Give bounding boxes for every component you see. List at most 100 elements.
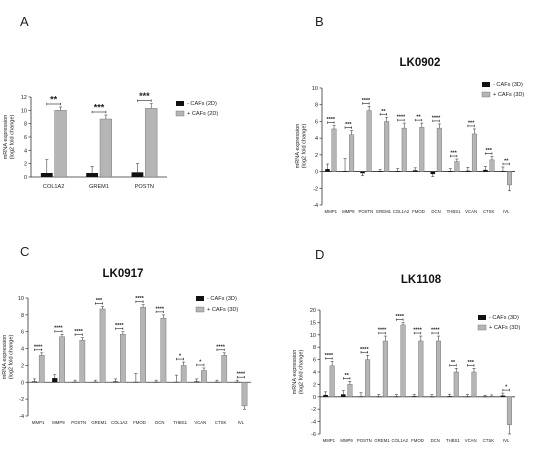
y-tick-label-d-6: 6 [313,358,316,364]
bar-c-plus-CTSK [221,355,228,383]
legend-label-c-1: + CAFs (3D) [207,307,238,313]
x-tick-label-c-GREM1: GREM1 [91,420,107,425]
legend-swatch-c-1 [195,306,205,313]
bar-a-minus-GREM1 [86,173,98,177]
y-tick-label-c-1: -2 [19,397,24,403]
bar-c-plus-POSTN [79,339,86,383]
x-tick-label-d-FMOD: FMOD [411,438,424,443]
bar-d-minus-FMOD [411,396,417,397]
bar-d-plus-MMP1 [329,365,335,398]
sig-label-d-POSTN: **** [360,347,369,353]
y-tick-label-d-4: 2 [313,382,316,388]
y-tick-label-a-4: 8 [24,122,27,128]
bar-a-plus-COL1A2 [54,110,67,178]
x-tick-label-c-MMP9: MMP9 [52,420,65,425]
bar-d-plus-IVL [506,396,512,425]
sig-label-b-POSTN: **** [362,98,371,104]
sig-label-a-COL1A2: ** [50,95,58,105]
bar-d-minus-MMP9 [340,394,346,397]
x-tick-label-c-MMP1: MMP1 [32,420,45,425]
bar-d-plus-MMP9 [347,384,353,397]
bar-c-plus-GREM1 [99,308,106,383]
x-tick-label-b-DCN: DCN [431,209,440,214]
x-tick-label-a-GREM1: GREM1 [89,184,109,190]
bar-b-plus-MMP9 [349,134,355,172]
x-tick-label-d-GREM1: GREM1 [374,438,390,443]
legend-swatch-a-0 [176,101,184,106]
y-tick-label-d-2: -2 [311,407,316,413]
sig-label-b-FMOD: ** [416,115,421,121]
sig-label-d-FMOD: **** [413,328,422,334]
x-tick-label-d-COL1A2: COL1A2 [392,438,409,443]
x-tick-label-c-POSTN: POSTN [71,420,86,425]
bar-c-minus-CTSK [214,381,220,383]
bar-b-minus-GREM1 [377,171,383,172]
bar-b-plus-COL1A2 [401,127,407,172]
y-axis-label-b: mRNA expression (log2 fold change) [295,123,308,168]
y-tick-label-d-1: -4 [311,420,316,426]
x-tick-label-b-CTSK: CTSK [483,209,495,214]
bar-d-minus-GREM1 [376,396,382,398]
y-axis-label-line-d-1: (log2 fold change) [299,349,305,394]
chart-panel-d: -6 -4 -2 0 2 4 6 8 10 15 20 mRNA expression (log2 fo… [275,230,550,453]
sig-label-d-IVL: * [505,385,508,391]
legend-label-a-0: - CAFs (2D) [187,101,217,107]
sig-label-b-VCAN: *** [468,120,475,126]
chart-d: -6 -4 -2 0 2 4 6 8 10 15 20 mRNA expression (log2 fo… [292,308,520,443]
bar-b-plus-VCAN [471,133,477,172]
y-tick-label-d-7: 8 [313,345,316,351]
bar-d-plus-GREM1 [382,340,388,397]
sig-label-b-IVL: ** [504,158,509,164]
sig-label-a-GREM1: *** [94,103,105,113]
y-tick-label-a-5: 10 [21,108,27,114]
bar-d-minus-MMP1 [323,394,328,397]
bar-b-plus-CTSK [489,159,495,172]
bar-d-minus-THBS1 [447,396,452,397]
bar-c-plus-MMP1 [38,355,45,383]
x-tick-label-b-FMOD: FMOD [412,209,425,214]
sig-label-c-IVL: **** [237,372,246,378]
legend-label-d-0: - CAFs (3D) [489,315,519,321]
sig-label-b-MMP1: **** [326,117,335,123]
bar-c-minus-MMP9 [52,378,58,383]
legend-label-c-0: - CAFs (3D) [207,296,237,302]
bar-b-plus-POSTN [366,110,372,172]
y-tick-label-c-3: 2 [21,363,24,369]
y-axis-label-d: mRNA expression (log2 fold change) [292,349,305,394]
y-tick-label-b-7: 10 [312,86,318,92]
y-axis-label-line-d-0: mRNA expression [292,350,298,395]
legend-swatch-c-0 [196,296,204,301]
x-tick-label-b-MMP1: MMP1 [325,209,338,214]
y-tick-label-d-3: 0 [313,395,316,401]
bar-d-plus-FMOD [418,340,424,397]
y-axis-label-line-a-0: mRNA expression [3,115,9,160]
x-tick-label-c-COL1A2: COL1A2 [111,420,128,425]
bar-d-minus-VCAN [465,396,470,398]
y-tick-label-b-2: 0 [315,170,318,176]
bar-b-minus-IVL [500,171,506,172]
bar-d-plus-THBS1 [453,371,459,397]
bar-d-minus-IVL [500,395,506,397]
sig-label-c-MMP9: **** [54,326,63,332]
bar-a-plus-GREM1 [99,118,112,178]
bar-c-plus-FMOD [140,307,146,383]
bar-c-minus-MMP1 [31,381,38,383]
bar-c-minus-VCAN [194,381,200,383]
y-tick-label-c-2: 0 [21,380,24,386]
bar-d-minus-COL1A2 [394,396,399,398]
x-tick-label-b-GREM1: GREM1 [376,209,392,214]
sig-label-b-COL1A2: **** [397,115,406,121]
bar-c-plus-IVL [241,382,248,407]
y-tick-label-a-1: 2 [24,162,27,168]
sig-label-c-GREM1: *** [96,298,103,304]
y-tick-label-b-4: 4 [315,136,318,142]
legend-swatch-a-1 [175,110,185,117]
sig-label-c-CTSK: **** [216,344,225,350]
bar-b-minus-MMP9 [342,171,348,172]
x-tick-label-c-THBS1: THBS1 [173,420,187,425]
chart-title-b: LK0902 [399,57,441,69]
x-tick-label-a-POSTN: POSTN [135,184,154,190]
legend-swatch-d-1 [477,324,487,331]
sig-label-c-POSTN: **** [74,329,83,335]
bar-b-minus-THBS1 [448,171,453,172]
